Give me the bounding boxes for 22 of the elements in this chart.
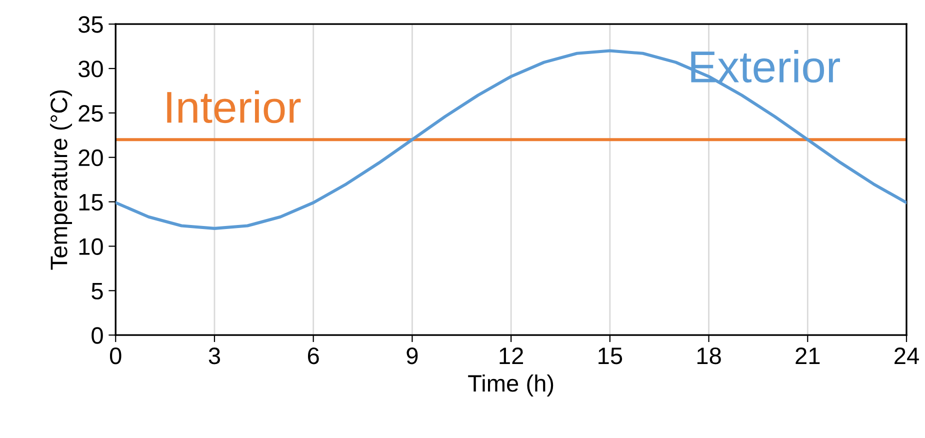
y-tick-label: 25 bbox=[78, 105, 103, 122]
x-tick-label: 9 bbox=[406, 348, 418, 364]
y-axis-title: Temperature (°C) bbox=[50, 90, 72, 270]
x-tick-label: 3 bbox=[208, 348, 220, 364]
y-tick-label: 20 bbox=[78, 149, 103, 166]
y-tick-label: 5 bbox=[92, 282, 103, 300]
x-axis-title: Time (h) bbox=[468, 374, 554, 396]
x-tick-label: 12 bbox=[500, 348, 524, 364]
series-label: Interior bbox=[167, 90, 301, 124]
y-tick-label: 15 bbox=[79, 194, 103, 211]
y-tick-label: 0 bbox=[92, 327, 103, 344]
y-tick-label: 30 bbox=[78, 60, 103, 78]
x-tick-label: 15 bbox=[598, 348, 622, 364]
x-tick-label: 18 bbox=[697, 348, 721, 364]
x-tick-label: 0 bbox=[110, 348, 122, 364]
x-tick-label: 21 bbox=[796, 348, 820, 364]
y-tick-label: 35 bbox=[78, 16, 103, 33]
line-series bbox=[116, 49, 906, 230]
x-tick-label: 24 bbox=[894, 348, 919, 364]
x-tick-label: 6 bbox=[308, 348, 319, 364]
series-label: Exterior bbox=[691, 50, 840, 83]
y-tick-label: 10 bbox=[79, 238, 103, 256]
